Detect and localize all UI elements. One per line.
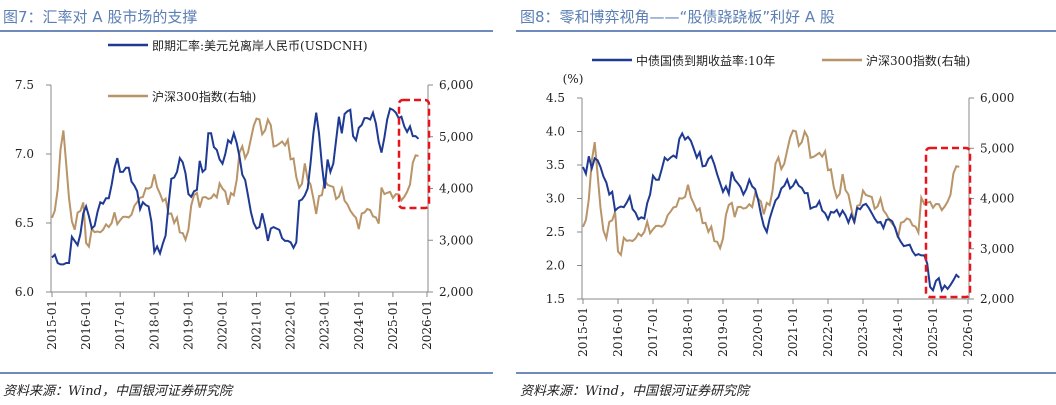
chart2-highlight-box xyxy=(924,146,972,299)
chart2-title-rule xyxy=(516,30,1056,32)
chart2-left-tick-label: 4.0 xyxy=(546,125,565,139)
chart1-x-tick-label: 2016-01 xyxy=(79,300,93,350)
chart1-right-tick-label: 6,000 xyxy=(439,78,473,92)
chart1-x-tick-label: 2020-01 xyxy=(215,300,229,350)
chart2-legend-label: 沪深300指数(右轴) xyxy=(866,53,970,68)
chart1-bottom-rule xyxy=(0,372,493,374)
chart2-right-tick-label: 4,000 xyxy=(980,192,1014,206)
chart2-source: 资料来源：Wind，中国银河证券研究院 xyxy=(520,384,749,399)
chart1-title: 图7：汇率对 A 股市场的支撑 xyxy=(3,8,198,26)
chart2-x-tick-label: 2016-01 xyxy=(611,307,625,357)
chart2-legend-label: 中债国债到期收益率:10年 xyxy=(636,53,775,68)
chart2-x-tick-label: 2018-01 xyxy=(681,307,695,357)
chart2-left-tick-label: 3.0 xyxy=(546,192,565,206)
chart1-highlight-box xyxy=(397,98,431,210)
chart1-right-tick-label: 3,000 xyxy=(439,233,473,247)
chart1-x-tick-label: 2023-01 xyxy=(318,300,332,350)
chart1-series-csi300-line xyxy=(51,116,419,250)
chart1-x-tick-label: 2022-01 xyxy=(284,300,298,350)
chart2-x-tick-label: 2019-01 xyxy=(716,307,730,357)
chart1-right-tick-label: 5,000 xyxy=(439,130,473,144)
chart1-x-tick-label: 2017-01 xyxy=(113,300,127,350)
chart2-left-tick-label: 3.5 xyxy=(546,158,565,172)
chart1-x-tick-label: 2019-01 xyxy=(181,300,195,350)
chart2-x-tick-label: 2015-01 xyxy=(576,307,590,357)
chart2-title: 图8：零和博弈视角——“股债跷跷板”利好 A 股 xyxy=(520,8,835,26)
chart1-left-tick-label: 6.0 xyxy=(15,285,34,299)
chart2-right-tick-label: 6,000 xyxy=(980,91,1014,105)
chart2-right-tick-label: 5,000 xyxy=(980,141,1014,155)
chart2-left-tick-label: 4.5 xyxy=(546,91,565,105)
chart1-series-primary-line xyxy=(51,107,420,266)
chart1-x-tick-label: 2024-01 xyxy=(352,300,366,350)
chart2-left-unit: (%) xyxy=(563,72,584,86)
chart2-x-tick-label: 2017-01 xyxy=(646,307,660,357)
chart1-x-tick-label: 2025-01 xyxy=(386,300,400,350)
chart2-x-tick-label: 2025-01 xyxy=(926,307,940,357)
chart2-x-tick-label: 2026-01 xyxy=(961,307,975,357)
chart1-right-tick-label: 4,000 xyxy=(439,182,473,196)
chart2-bottom-rule xyxy=(516,372,1056,374)
chart2-left-tick-label: 1.5 xyxy=(546,292,565,306)
chart2-right-tick-label: 3,000 xyxy=(980,242,1014,256)
chart1-left-tick-label: 6.5 xyxy=(15,216,34,230)
chart2-x-tick-label: 2022-01 xyxy=(821,307,835,357)
chart2-series-csi300-line xyxy=(582,128,960,258)
chart2-x-tick-label: 2023-01 xyxy=(856,307,870,357)
chart1-left-tick-label: 7.0 xyxy=(15,147,34,161)
chart1-left-tick-label: 7.5 xyxy=(15,78,34,92)
chart1-x-tick-label: 2026-01 xyxy=(420,300,434,350)
chart1-legend-label: 沪深300指数(右轴) xyxy=(152,89,256,104)
chart2-x-tick-label: 2020-01 xyxy=(751,307,765,357)
chart2-right-tick-label: 2,000 xyxy=(980,292,1014,306)
chart1-source: 资料来源：Wind，中国银河证券研究院 xyxy=(3,384,232,399)
chart1-title-rule xyxy=(0,30,493,32)
chart2-x-tick-label: 2021-01 xyxy=(786,307,800,357)
chart2-x-tick-label: 2024-01 xyxy=(891,307,905,357)
chart1-legend-label: 即期汇率:美元兑离岸人民币(USDCNH) xyxy=(152,38,368,53)
chart1-right-tick-label: 2,000 xyxy=(439,285,473,299)
chart2-left-tick-label: 2.0 xyxy=(546,259,565,273)
chart2-left-tick-label: 2.5 xyxy=(546,225,565,239)
chart1-x-tick-label: 2018-01 xyxy=(147,300,161,350)
chart2-series-primary-line xyxy=(582,131,960,293)
chart1-x-tick-label: 2015-01 xyxy=(45,300,59,350)
chart1-x-tick-label: 2021-01 xyxy=(250,300,264,350)
